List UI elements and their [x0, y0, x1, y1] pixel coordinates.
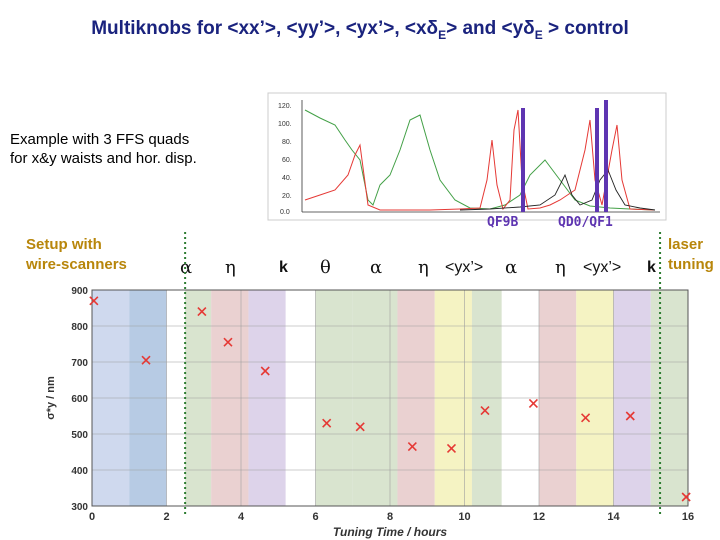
knob-label-k-1: k [279, 259, 288, 276]
band-5 [248, 290, 286, 506]
inset-ytick-0: 0.0 [280, 209, 290, 216]
ytick-label-800: 800 [71, 322, 88, 333]
band-4 [211, 290, 249, 506]
band-1 [129, 290, 167, 506]
band-8 [352, 290, 398, 506]
band-13 [539, 290, 577, 506]
xtick-label-6: 6 [312, 511, 318, 523]
knob-label-eta-1: η [225, 257, 236, 278]
data-point-9 [480, 406, 490, 416]
knob-label-eta-3: η [555, 257, 566, 278]
band-2 [166, 290, 186, 506]
setup-label: Setup with wire-scanners [26, 236, 127, 273]
quad-label-qd0-qf1: QD0/QF1 [558, 215, 613, 230]
ytick-label-900: 900 [71, 286, 88, 297]
quad-marker-qd0-1 [595, 108, 599, 212]
inset-ytick-120: 120. [278, 103, 292, 110]
band-15 [613, 290, 651, 506]
inset-ytick-80: 80. [282, 139, 292, 146]
band-11 [471, 290, 502, 506]
quad-marker-qf1 [604, 100, 608, 212]
x-axis-label: Tuning Time / hours [333, 525, 448, 539]
ytick-label-600: 600 [71, 394, 88, 405]
knob-label-theta: θ [320, 257, 331, 278]
band-12 [501, 290, 539, 506]
ytick-label-700: 700 [71, 358, 88, 369]
xtick-label-10: 10 [458, 511, 470, 523]
inset-ytick-40: 40. [282, 175, 292, 182]
xtick-label-8: 8 [387, 511, 393, 523]
data-point-2 [197, 307, 207, 317]
band-9 [397, 290, 435, 506]
example-line-2: for x&y waists and hor. disp. [10, 150, 197, 167]
data-point-4 [260, 366, 270, 376]
plot-frame [91, 289, 689, 507]
band-3 [185, 290, 212, 506]
xtick-label-4: 4 [238, 511, 245, 523]
data-point-0 [89, 296, 99, 306]
band-10 [434, 290, 472, 506]
slide-title: Multiknobs for <xx’>, <yy’>, <yx’>, <xδE… [91, 18, 629, 42]
knob-label-yx-1: <yx’> [445, 259, 484, 276]
band-0 [92, 290, 130, 506]
ytick-label-300: 300 [71, 502, 88, 513]
knob-label-yx-2: <yx’> [583, 259, 622, 276]
example-caption: Example with 3 FFS quads for x&y waists … [10, 130, 197, 168]
y-axis-label: σ*y / nm [45, 376, 57, 420]
band-7 [315, 290, 353, 506]
data-point-10 [528, 398, 538, 408]
band-16 [650, 290, 688, 506]
inset-green-curve [304, 109, 656, 211]
xtick-label-16: 16 [682, 511, 694, 523]
band-14 [576, 290, 614, 506]
inset-frame [267, 92, 667, 221]
xtick-label-2: 2 [163, 511, 169, 523]
ytick-label-500: 500 [71, 430, 88, 441]
data-point-12 [625, 411, 635, 421]
xtick-label-14: 14 [607, 511, 620, 523]
data-point-3 [223, 337, 233, 347]
quad-label-qf9b: QF9B [487, 215, 518, 230]
data-point-1 [141, 355, 151, 365]
data-point-11 [580, 413, 591, 423]
band-6 [285, 290, 316, 506]
plot-area [92, 290, 688, 506]
xtick-label-12: 12 [533, 511, 545, 523]
inset-ytick-60: 60. [282, 157, 292, 164]
inset-red-curve [304, 109, 656, 211]
example-line-1: Example with 3 FFS quads [10, 131, 190, 148]
data-point-8 [446, 443, 457, 453]
knob-label-alpha-2: α [370, 257, 383, 278]
knob-label-alpha-1: α [180, 257, 193, 278]
inset-y-ticks: 120. 100. 80. 60. 40. 20. 0.0 [278, 103, 292, 216]
data-point-6 [355, 422, 365, 432]
inset-ytick-100: 100. [278, 121, 292, 128]
knob-label-alpha-3: α [505, 257, 518, 278]
quad-marker-qf9b [521, 108, 525, 212]
data-point-13 [681, 492, 691, 502]
data-point-7 [407, 442, 417, 452]
laser-tuning-label: laser tuning [668, 236, 714, 273]
xtick-label-0: 0 [89, 511, 95, 523]
ytick-label-400: 400 [71, 466, 88, 477]
inset-ytick-20: 20. [282, 193, 292, 200]
knob-label-k-2: k [647, 259, 656, 276]
knob-label-eta-2: η [418, 257, 429, 278]
inset-black-curve [459, 169, 656, 211]
data-point-5 [322, 418, 332, 428]
